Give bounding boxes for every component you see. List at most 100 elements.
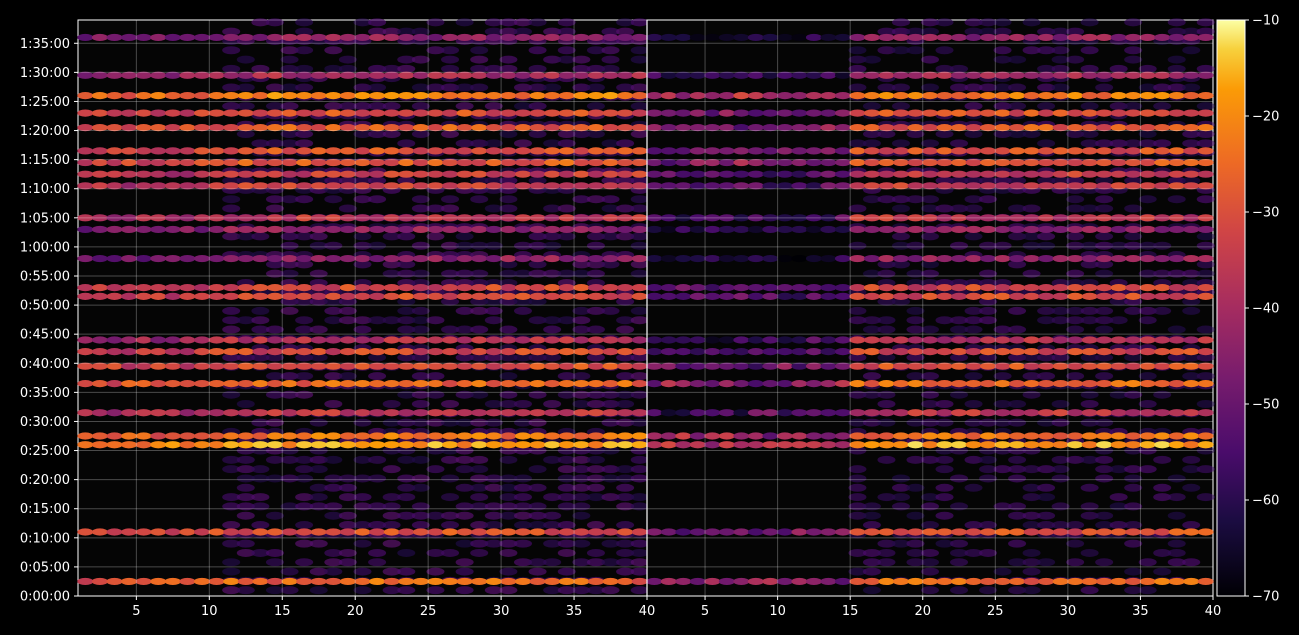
heatmap-cell	[616, 502, 635, 511]
heatmap-cell	[236, 548, 255, 557]
heatmap-cell	[862, 558, 881, 567]
heatmap-band-cell	[325, 284, 342, 292]
heatmap-band-cell	[791, 109, 808, 117]
heatmap-band-cell	[1197, 362, 1214, 370]
heatmap-band-cell	[907, 214, 924, 222]
heatmap-cell	[265, 353, 284, 362]
heatmap-cell	[543, 27, 562, 36]
heatmap-cell	[1095, 446, 1114, 455]
heatmap-cell	[601, 558, 620, 567]
heatmap-band-cell	[660, 158, 677, 167]
heatmap-cell	[616, 390, 635, 399]
heatmap-cell	[1167, 27, 1186, 36]
heatmap-cell	[557, 139, 576, 148]
heatmap-cell	[572, 325, 591, 334]
heatmap-band-cell	[863, 182, 880, 190]
heatmap-cell	[528, 353, 547, 362]
heatmap-band-cell	[704, 71, 721, 79]
heatmap-cell	[455, 446, 474, 455]
heatmap-band-cell	[675, 380, 692, 388]
heatmap-cell	[993, 176, 1012, 185]
heatmap-cell	[265, 102, 284, 111]
heatmap-cell	[877, 27, 896, 36]
heatmap-cell	[848, 511, 867, 520]
heatmap-band-cell	[558, 158, 575, 167]
heatmap-band-cell	[573, 292, 590, 300]
heatmap-band-cell	[863, 147, 880, 155]
heatmap-cell	[1080, 483, 1099, 492]
heatmap-band-cell	[602, 432, 619, 440]
heatmap-cell	[586, 353, 605, 362]
heatmap-cell	[993, 465, 1012, 474]
heatmap-cell	[1037, 511, 1056, 520]
heatmap-cell	[251, 353, 270, 362]
heatmap-band-cell	[1183, 336, 1200, 344]
heatmap-band-cell	[471, 254, 488, 263]
heatmap-band-cell	[1023, 158, 1040, 167]
heatmap-cell	[397, 474, 416, 483]
heatmap-cell	[630, 474, 649, 483]
heatmap-band-cell	[805, 225, 822, 234]
heatmap-cell	[295, 465, 314, 474]
heatmap-cell	[572, 511, 591, 520]
heatmap-band-cell	[150, 92, 167, 100]
x-tick-label: 30	[1060, 604, 1077, 619]
heatmap-cell	[353, 502, 372, 511]
heatmap-band-cell	[164, 92, 181, 100]
heatmap-cell	[1051, 521, 1070, 530]
heatmap-band-cell	[718, 441, 735, 449]
heatmap-band-cell	[994, 292, 1011, 300]
heatmap-band-cell	[121, 158, 138, 167]
heatmap-band-cell	[369, 254, 386, 263]
heatmap-band-cell	[980, 225, 997, 234]
heatmap-band-cell	[121, 577, 138, 586]
heatmap-cell	[1080, 548, 1099, 557]
heatmap-band-cell	[339, 109, 356, 117]
heatmap-band-cell	[383, 170, 400, 178]
heatmap-band-cell	[150, 380, 167, 388]
heatmap-cell	[557, 455, 576, 464]
heatmap-band-cell	[660, 577, 677, 586]
heatmap-band-cell	[1009, 71, 1026, 79]
heatmap-band-cell	[1038, 577, 1055, 586]
heatmap-band-cell	[892, 362, 909, 370]
heatmap-band-cell	[500, 158, 517, 167]
heatmap-band-cell	[747, 147, 764, 155]
heatmap-cell	[1095, 306, 1114, 315]
heatmap-band-cell	[762, 158, 779, 167]
heatmap-band-cell	[980, 292, 997, 300]
heatmap-band-cell	[863, 284, 880, 292]
heatmap-band-cell	[412, 225, 429, 234]
heatmap-band-cell	[747, 409, 764, 417]
heatmap-band-cell	[965, 292, 982, 300]
heatmap-cell	[265, 18, 284, 27]
heatmap-band-cell	[704, 336, 721, 344]
heatmap-band-cell	[1023, 441, 1040, 449]
heatmap-cell	[1138, 64, 1157, 73]
heatmap-band-cell	[456, 441, 473, 449]
heatmap-cell	[470, 325, 489, 334]
heatmap-cell	[528, 465, 547, 474]
heatmap-band-cell	[164, 33, 181, 42]
heatmap-cell	[964, 18, 983, 27]
heatmap-cell	[1109, 102, 1128, 111]
heatmap-band-cell	[121, 432, 138, 440]
heatmap-cell	[1153, 390, 1172, 399]
heatmap-cell	[1051, 465, 1070, 474]
heatmap-band-cell	[675, 33, 692, 42]
heatmap-cell	[572, 446, 591, 455]
heatmap-cell	[630, 18, 649, 27]
heatmap-band-cell	[325, 254, 342, 263]
heatmap-band-cell	[704, 380, 721, 388]
heatmap-band-cell	[849, 254, 866, 263]
heatmap-band-cell	[383, 109, 400, 117]
heatmap-cell	[1167, 558, 1186, 567]
heatmap-band-cell	[412, 362, 429, 370]
heatmap-cell	[1008, 102, 1027, 111]
heatmap-band-cell	[587, 409, 604, 417]
heatmap-band-cell	[820, 254, 837, 263]
heatmap-cell	[848, 316, 867, 325]
heatmap-band-cell	[1081, 225, 1098, 234]
heatmap-band-cell	[747, 432, 764, 440]
heatmap-cell	[1080, 18, 1099, 27]
